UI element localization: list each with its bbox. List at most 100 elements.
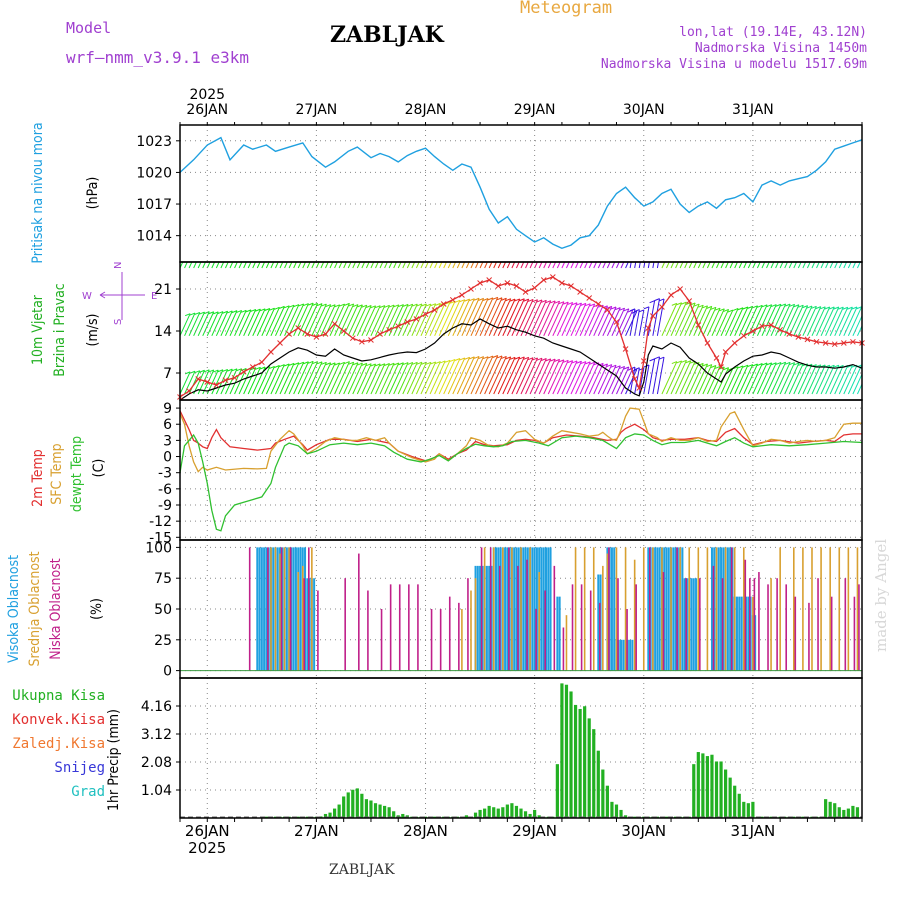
wind-barb [611, 262, 616, 269]
wind-barb-flag [293, 304, 300, 308]
wind-barb [656, 357, 665, 395]
wind-barb [543, 359, 561, 395]
wind-barb [302, 262, 307, 269]
wind-barb-flag [785, 236, 790, 238]
precip-bar [733, 785, 737, 818]
wind-barb-flag [308, 302, 314, 306]
wind-barb-flag [421, 236, 426, 238]
wind-barb-flag [366, 238, 371, 240]
wind-barb-flag [727, 309, 734, 313]
wind-barb-flag [316, 361, 323, 365]
wind-barb [666, 302, 683, 337]
wind-barb-flag [317, 236, 322, 238]
precip-bar [346, 792, 350, 818]
precip-bar [578, 708, 582, 818]
wind-barb-flag [208, 369, 214, 373]
wind-barb [729, 307, 744, 337]
wind-barb-flag [255, 241, 260, 243]
wind-barb-flag [384, 304, 390, 308]
wind-barb [679, 302, 696, 337]
wind-barb [697, 262, 702, 269]
wind-barb-flag [366, 363, 372, 367]
wind-barb [288, 361, 305, 395]
panel-border [179, 124, 863, 263]
wind-barb [611, 366, 626, 395]
wind-barb-flag [440, 360, 446, 364]
compass-east-label: E [151, 291, 157, 302]
wind-barb-flag [580, 302, 587, 306]
wind-barb [843, 364, 858, 395]
precip-bar [373, 803, 378, 818]
wind-barb-flag [236, 368, 242, 372]
wind-barb [184, 262, 188, 269]
wind-barb [547, 359, 565, 395]
wind-barb [720, 309, 734, 337]
wind-barb [597, 364, 613, 395]
wind-barb-flag [274, 306, 280, 310]
wind-barb-flag [711, 240, 716, 242]
wind-barb [429, 360, 446, 395]
wind-barb [525, 357, 543, 395]
y-tick-label: 7 [163, 366, 172, 382]
wind-gust-marker [777, 326, 784, 333]
top-date-label: 29JAN [514, 102, 556, 118]
wind-barb [334, 303, 350, 337]
wind-barb [375, 262, 379, 269]
wind-barb [584, 362, 600, 395]
wind-barb-flag [394, 237, 399, 239]
wind-barb-flag [771, 362, 777, 366]
wind-barb [784, 262, 789, 269]
wind-gust-marker [522, 289, 529, 295]
wind-barb-flag [430, 361, 436, 365]
wind-barb-flag [497, 230, 502, 232]
wind-barb-flag [357, 237, 362, 239]
wind-barb-flag [644, 239, 649, 241]
wind-barb-flag [505, 298, 511, 302]
wind-barb-flag [506, 231, 511, 233]
wind-barb [411, 262, 416, 269]
wind-barb [502, 298, 521, 337]
wind-barb [229, 262, 234, 269]
wind-barb-flag [775, 303, 782, 307]
wind-barb-flag [654, 298, 660, 302]
wind-barb [843, 306, 858, 337]
wind-barb [811, 306, 826, 337]
wind-barb-flag [820, 306, 826, 310]
wind-barb [593, 305, 608, 337]
wind-barb [547, 301, 565, 337]
wind-barb [638, 368, 645, 395]
wind-barb-flag [567, 360, 573, 364]
wind-barb-flag [348, 303, 354, 307]
wind-barb [679, 360, 696, 395]
wind-barb-flag [634, 367, 640, 371]
wind-gust-marker [340, 328, 347, 334]
wind-barb [693, 363, 709, 395]
wind-barb-flag [619, 365, 625, 369]
wind-barb [634, 262, 637, 269]
wind-barb [838, 306, 853, 337]
wind-barb [270, 306, 285, 337]
wind-barb-flag [585, 303, 591, 307]
wind-barb-flag [676, 302, 682, 306]
wind-barb [616, 366, 630, 395]
wind-barb [456, 298, 475, 337]
temp2m-axis-label: 2m Temp [30, 449, 46, 507]
wind-barb-flag [487, 355, 494, 359]
wind-barb [202, 311, 215, 337]
wind-barb [693, 262, 698, 269]
wind-barb-flag [208, 311, 214, 315]
wind-barb-flag [550, 300, 556, 304]
wind-barb [806, 306, 822, 337]
wind-barb [647, 358, 656, 395]
wind-barb [465, 356, 485, 395]
wind-barb-flag [501, 297, 507, 301]
wind-barb-flag [407, 361, 413, 365]
bottom-date-label: 26JAN [185, 822, 230, 840]
wind-unit-label: (m/s) [85, 314, 101, 347]
wind-barb-flag [825, 239, 830, 241]
wind-barb-flag [260, 241, 265, 243]
wind-barb [220, 310, 233, 337]
wind-barb [566, 302, 582, 337]
wind-barb-flag [571, 360, 578, 364]
precip-bar [623, 815, 628, 818]
